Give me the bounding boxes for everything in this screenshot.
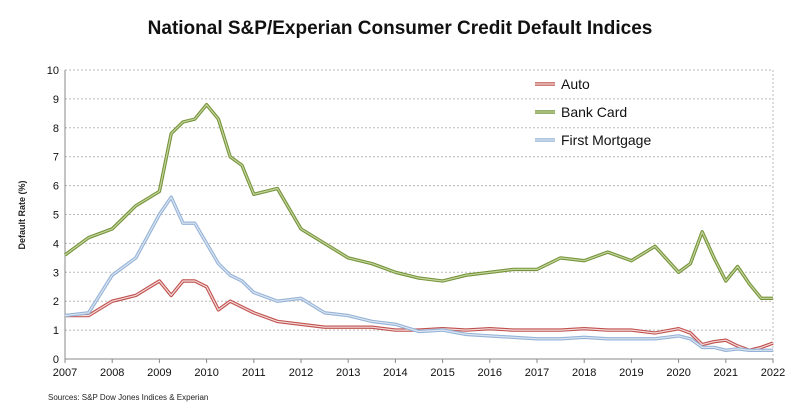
series-line-inner-bank-card: [64, 104, 773, 299]
series-line-auto: [65, 279, 774, 352]
y-tick-label: 0: [53, 354, 59, 366]
y-tick-label: 2: [53, 296, 59, 308]
series-line-inner-first-mortgage: [64, 196, 773, 351]
x-tick-label: 2019: [619, 367, 643, 379]
x-tick-label: 2015: [430, 367, 454, 379]
y-tick-label: 4: [53, 238, 59, 250]
x-tick-label: 2007: [53, 367, 77, 379]
x-tick-label: 2013: [336, 367, 360, 379]
legend-label-first-mortgage: First Mortgage: [561, 132, 651, 148]
x-tick-label: 2008: [100, 367, 124, 379]
y-tick-label: 8: [53, 123, 59, 135]
x-tick-label: 2021: [714, 367, 738, 379]
y-tick-label: 9: [53, 94, 59, 106]
x-tick-label: 2014: [383, 367, 407, 379]
x-tick-label: 2016: [478, 367, 502, 379]
series-line-first-mortgage: [64, 195, 773, 352]
y-tick-label: 6: [53, 181, 59, 193]
x-tick-label: 2012: [289, 367, 313, 379]
y-tick-label: 10: [47, 65, 59, 77]
x-tick-label: 2010: [194, 367, 218, 379]
x-tick-label: 2022: [761, 367, 785, 379]
source-note: Sources: S&P Dow Jones Indices & Experia…: [48, 393, 209, 402]
x-tick-label: 2011: [242, 367, 266, 379]
chart-title: National S&P/Experian Consumer Credit De…: [147, 18, 653, 39]
y-tick-label: 7: [53, 152, 59, 164]
x-tick-label: 2009: [147, 367, 171, 379]
x-tick-label: 2017: [525, 367, 549, 379]
legend-label-bank-card: Bank Card: [561, 104, 627, 120]
x-tick-label: 2020: [666, 367, 690, 379]
y-tick-label: 1: [53, 325, 59, 337]
series-line-inner-auto: [65, 280, 774, 351]
legend-label-auto: Auto: [561, 76, 590, 92]
y-tick-label: 5: [53, 210, 59, 222]
x-tick-label: 2018: [572, 367, 596, 379]
y-tick-label: 3: [53, 267, 59, 279]
